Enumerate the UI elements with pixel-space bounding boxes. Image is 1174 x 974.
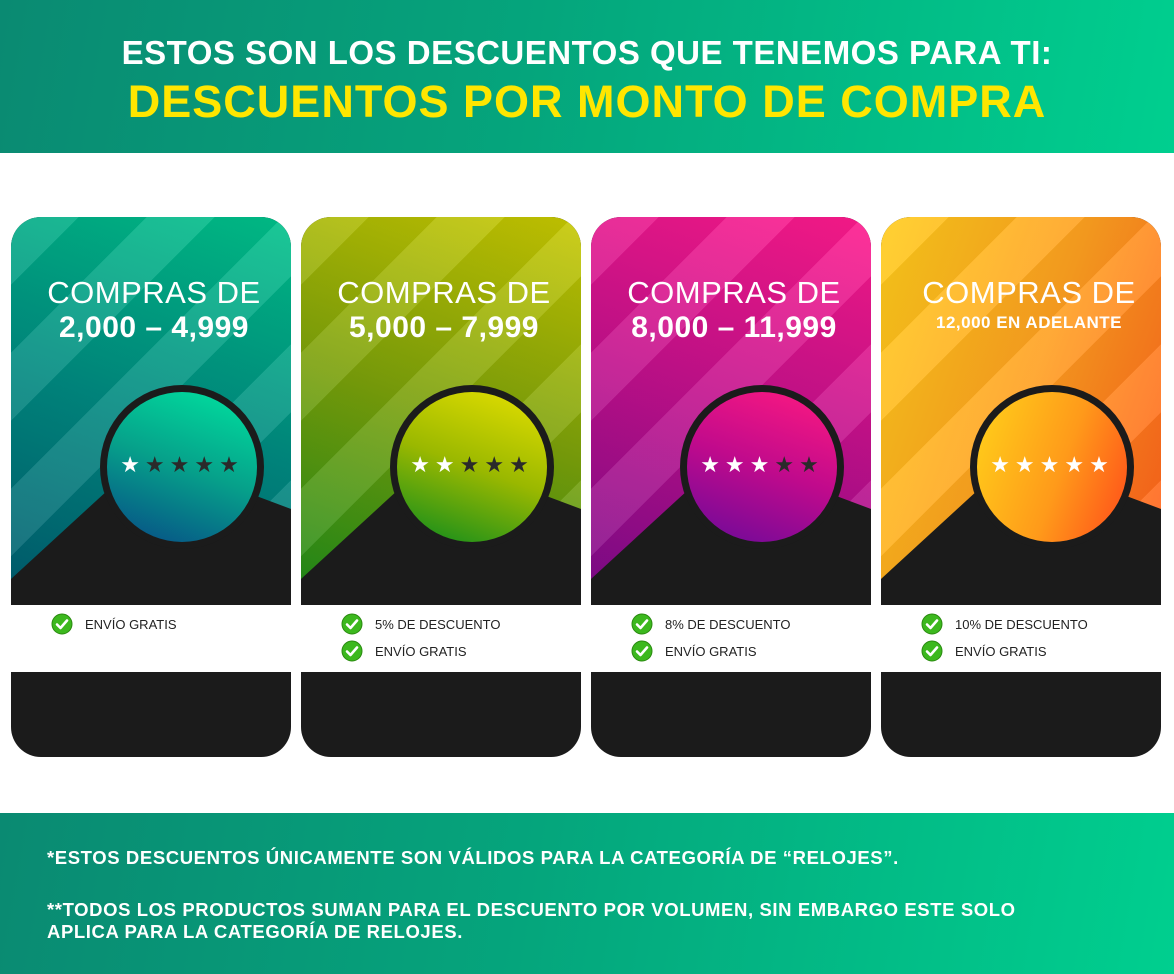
- feature-item: ENVÍO GRATIS: [341, 640, 467, 662]
- header-subtitle: ESTOS SON LOS DESCUENTOS QUE TENEMOS PAR…: [121, 34, 1053, 71]
- features-band: 8% DE DESCUENTO ENVÍO GRATIS: [591, 605, 871, 672]
- discount-card-1: COMPRAS DE 2,000 – 4,999 ★★★★★ ENVÍO GRA…: [11, 217, 291, 757]
- star-rating: ★★★★★: [107, 453, 257, 477]
- rating-ring: ★★★★★: [680, 385, 844, 549]
- card-header: COMPRAS DE 5,000 – 7,999 ★★★★★: [301, 217, 581, 605]
- card-label: COMPRAS DE: [627, 275, 841, 310]
- check-circle-icon: [631, 640, 653, 662]
- star-icon: ★★★★: [144, 452, 244, 477]
- feature-item: ENVÍO GRATIS: [51, 613, 177, 635]
- feature-label: ENVÍO GRATIS: [85, 616, 177, 632]
- card-header: COMPRAS DE 2,000 – 4,999 ★★★★★: [11, 217, 291, 605]
- feature-item: ENVÍO GRATIS: [631, 640, 757, 662]
- card-range: 8,000 – 11,999: [631, 311, 837, 344]
- card-label: COMPRAS DE: [47, 275, 261, 310]
- header-banner: ESTOS SON LOS DESCUENTOS QUE TENEMOS PAR…: [0, 0, 1174, 153]
- features-band: 5% DE DESCUENTO ENVÍO GRATIS: [301, 605, 581, 672]
- footer-note-2: **TODOS LOS PRODUCTOS SUMAN PARA EL DESC…: [47, 899, 1016, 942]
- card-label: COMPRAS DE: [922, 275, 1136, 310]
- star-rating: ★★★★★: [977, 453, 1127, 477]
- feature-label: 8% DE DESCUENTO: [665, 616, 791, 632]
- card-header: COMPRAS DE 8,000 – 11,999 ★★★★★: [591, 217, 871, 605]
- rating-ring: ★★★★★: [970, 385, 1134, 549]
- card-header: COMPRAS DE 12,000 EN ADELANTE ★★★★★: [881, 217, 1161, 605]
- check-circle-icon: [921, 640, 943, 662]
- feature-item: 10% DE DESCUENTO: [921, 613, 1088, 635]
- feature-item: ENVÍO GRATIS: [921, 640, 1047, 662]
- header-title: DESCUENTOS POR MONTO DE COMPRA: [127, 76, 1047, 127]
- card-range: 12,000 EN ADELANTE: [936, 313, 1122, 332]
- star-icon: ★★★★★: [990, 452, 1114, 477]
- footer-notes: *ESTOS DESCUENTOS ÚNICAMENTE SON VÁLIDOS…: [0, 813, 1174, 974]
- star-icon: ★: [120, 452, 145, 477]
- feature-label: ENVÍO GRATIS: [375, 643, 467, 659]
- feature-label: ENVÍO GRATIS: [665, 643, 757, 659]
- feature-item: 8% DE DESCUENTO: [631, 613, 790, 635]
- features-band: ENVÍO GRATIS: [11, 605, 291, 672]
- rating-ring: ★★★★★: [390, 385, 554, 549]
- card-label: COMPRAS DE: [337, 275, 551, 310]
- star-icon: ★★★: [459, 452, 534, 477]
- footer-note-1: *ESTOS DESCUENTOS ÚNICAMENTE SON VÁLIDOS…: [47, 847, 899, 868]
- star-icon: ★★★: [700, 452, 775, 477]
- discount-card-3: COMPRAS DE 8,000 – 11,999 ★★★★★ 8% DE DE…: [591, 217, 871, 757]
- card-range: 2,000 – 4,999: [58, 311, 249, 344]
- discount-card-2: COMPRAS DE 5,000 – 7,999 ★★★★★ 5% DE DES…: [301, 217, 581, 757]
- star-rating: ★★★★★: [687, 453, 837, 477]
- card-range: 5,000 – 7,999: [348, 311, 539, 344]
- check-circle-icon: [341, 640, 363, 662]
- feature-label: ENVÍO GRATIS: [955, 643, 1047, 659]
- check-circle-icon: [631, 613, 653, 635]
- feature-label: 10% DE DESCUENTO: [955, 616, 1088, 632]
- discount-card-4: COMPRAS DE 12,000 EN ADELANTE ★★★★★ 10% …: [881, 217, 1161, 757]
- check-circle-icon: [51, 613, 73, 635]
- check-circle-icon: [921, 613, 943, 635]
- features-band: 10% DE DESCUENTO ENVÍO GRATIS: [881, 605, 1161, 672]
- check-circle-icon: [341, 613, 363, 635]
- star-icon: ★★: [410, 452, 460, 477]
- feature-item: 5% DE DESCUENTO: [341, 613, 500, 635]
- star-rating: ★★★★★: [397, 453, 547, 477]
- rating-ring: ★★★★★: [100, 385, 264, 549]
- feature-label: 5% DE DESCUENTO: [375, 616, 501, 632]
- star-icon: ★★: [774, 452, 824, 477]
